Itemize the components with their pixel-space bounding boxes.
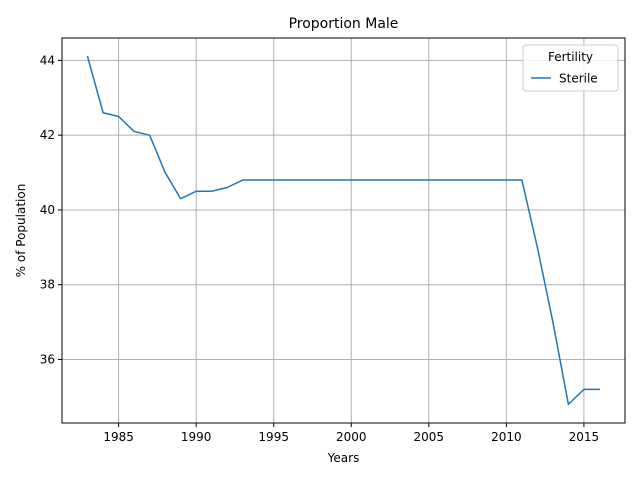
x-tick-label: 2010	[491, 430, 522, 444]
x-tick-label: 2000	[336, 430, 367, 444]
x-tick-label: 1985	[103, 430, 134, 444]
y-tick-label: 36	[40, 352, 55, 366]
chart-title: Proportion Male	[289, 16, 399, 32]
plot-frame	[61, 37, 626, 424]
x-tick-label: 2005	[414, 430, 445, 444]
y-axis-label: % of Population	[14, 184, 28, 278]
axis-ticks: 1985 1990 1995 2000 2005 2010 2015 36 38 40 42 44	[40, 53, 599, 444]
x-tick-label: 1990	[181, 430, 212, 444]
x-tick-label: 1995	[258, 430, 289, 444]
legend-title: Fertility	[548, 50, 593, 64]
y-tick-label: 38	[40, 278, 55, 292]
grid-lines	[62, 38, 625, 423]
series-line-sterile	[86, 55, 601, 406]
legend-label-sterile: Sterile	[559, 72, 598, 86]
legend: Fertility Sterile	[522, 44, 619, 92]
y-tick-label: 44	[40, 53, 55, 67]
x-axis-label: Years	[327, 451, 360, 465]
y-tick-label: 40	[40, 203, 55, 217]
legend-box	[522, 44, 619, 92]
x-tick-label: 2015	[569, 430, 600, 444]
y-tick-label: 42	[40, 128, 55, 142]
series-layer	[86, 55, 601, 406]
